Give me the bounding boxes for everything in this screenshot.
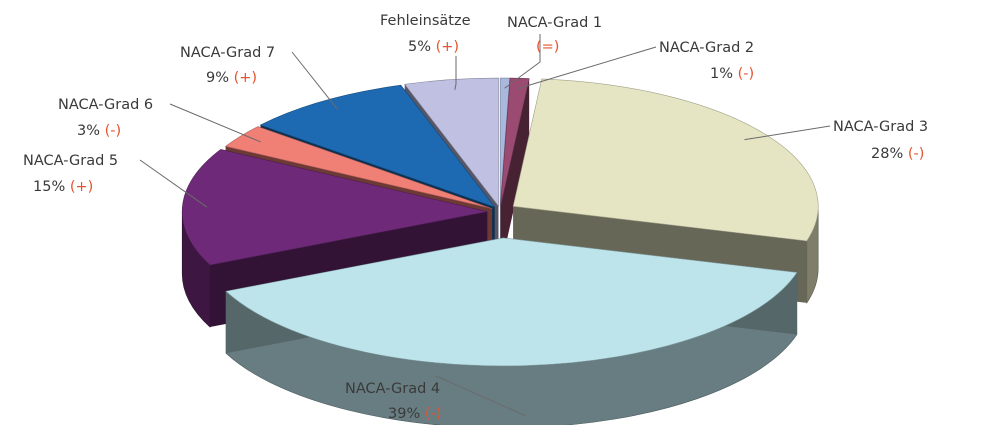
value-naca-3: 28% (-) [871, 146, 924, 162]
pie-slice-top-2 [512, 78, 819, 242]
label-naca-4: NACA-Grad 4 [345, 381, 440, 397]
value-fehleinsaetze: 5% (+) [408, 39, 459, 55]
label-fehleinsaetze: Fehleinsätze [380, 13, 471, 29]
pie-slice-top-3 [225, 237, 798, 367]
pie-slice-3 [225, 237, 798, 425]
pie-slice-top-0 [499, 77, 511, 207]
label-naca-1: NACA-Grad 1 [507, 15, 602, 31]
change-naca-1: (=) [536, 39, 559, 55]
pie-slice-top-7 [404, 77, 499, 207]
label-naca-3: NACA-Grad 3 [833, 119, 928, 135]
pie-slice-wall-1-1 [500, 78, 530, 269]
pie-slice-top-5 [224, 126, 493, 209]
leader-line-7 [454, 56, 457, 90]
pie-slice-1 [500, 77, 530, 269]
leader-lines [139, 34, 831, 416]
label-naca-6: NACA-Grad 6 [58, 97, 153, 113]
pie-slice-top-1 [500, 77, 530, 207]
leader-line-5 [169, 103, 261, 143]
leader-line-0 [504, 34, 541, 89]
pie-slices [181, 77, 819, 425]
value-naca-6: 3% (-) [77, 123, 121, 139]
pie-slice-top-4 [181, 149, 488, 266]
value-naca-5: 15% (+) [33, 179, 93, 195]
value-naca-4: 39% (-) [388, 406, 441, 422]
leader-line-4 [139, 159, 208, 208]
leader-line-6 [291, 51, 338, 110]
leader-line-1 [517, 46, 657, 89]
value-naca-7: 9% (+) [206, 70, 257, 86]
leader-line-3 [435, 375, 526, 416]
pie-slice-top-6 [259, 84, 496, 208]
leader-line-2 [744, 125, 831, 141]
value-naca-2: 1% (-) [710, 66, 754, 82]
label-naca-5: NACA-Grad 5 [23, 153, 118, 169]
label-naca-7: NACA-Grad 7 [180, 45, 275, 61]
label-naca-2: NACA-Grad 2 [659, 40, 754, 56]
